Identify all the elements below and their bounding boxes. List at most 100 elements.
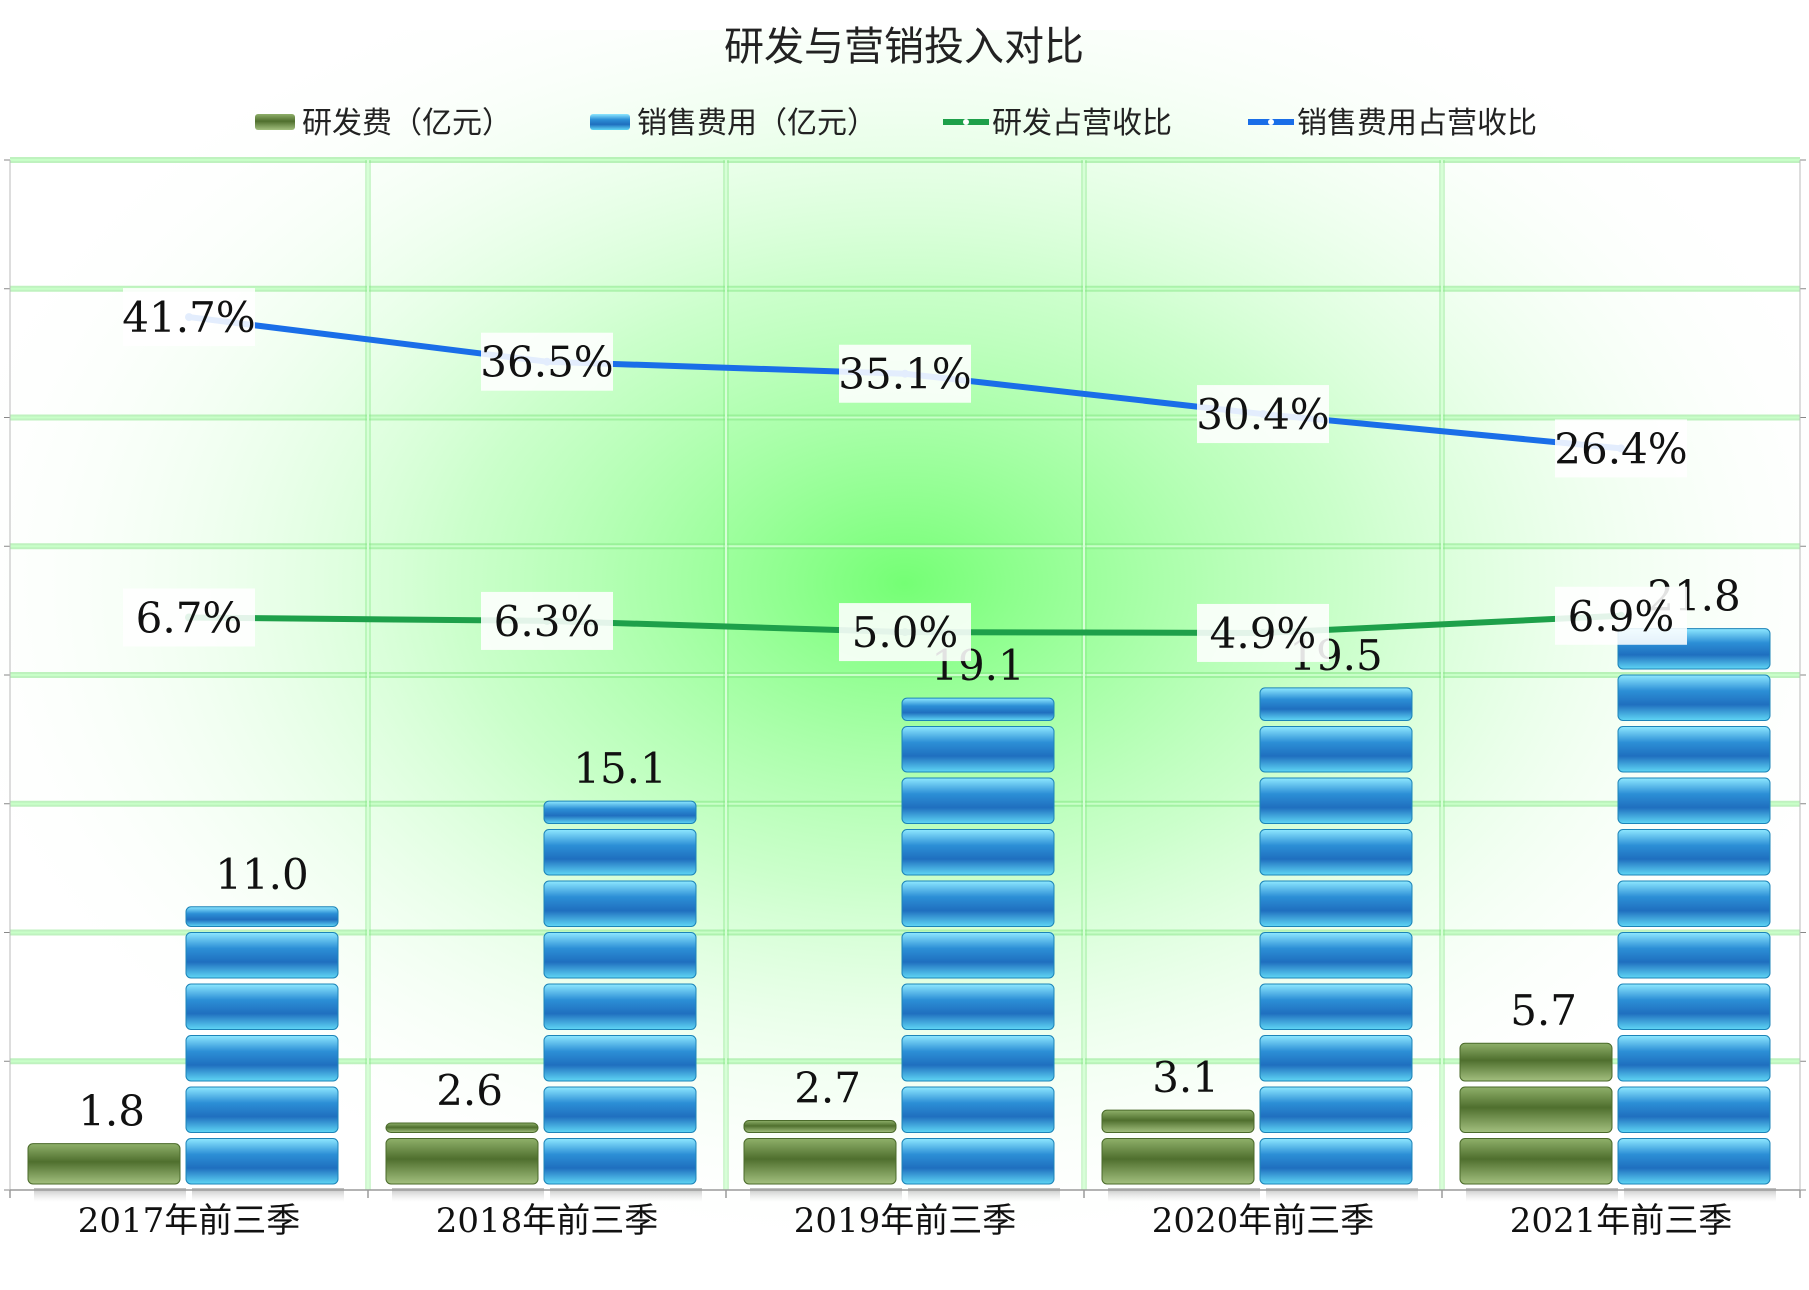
label-text: 6.3%	[494, 597, 601, 646]
bar-segment	[1617, 777, 1771, 824]
sales-bar-label: 11.0	[215, 850, 309, 899]
legend: 研发费（亿元） 销售费用（亿元） 研发占营收比 销售费用占营收比	[255, 106, 1537, 141]
rd-bar[interactable]	[1101, 1109, 1260, 1202]
sales-bar[interactable]	[185, 906, 344, 1202]
bar-segment	[1617, 1086, 1771, 1133]
bar-segment	[1259, 726, 1413, 773]
label-text: 36.5%	[480, 338, 613, 387]
bar-segment	[743, 1119, 897, 1133]
bar-segment	[1617, 829, 1771, 876]
legend-item[interactable]: 研发费（亿元）	[255, 106, 512, 141]
bar-segment	[185, 932, 339, 979]
x-tick-label: 2019年前三季	[794, 1201, 1017, 1241]
rd-bar-label: 1.8	[78, 1087, 145, 1136]
bar-segment	[901, 1086, 1055, 1133]
sales-bar-label: 15.1	[573, 744, 667, 793]
x-tick-label: 2020年前三季	[1152, 1201, 1375, 1241]
label-box	[481, 332, 613, 391]
rd-bar[interactable]	[1459, 1042, 1618, 1202]
bar-segment	[1459, 1138, 1613, 1185]
legend-swatch	[590, 114, 630, 130]
label-box	[481, 591, 613, 650]
label-box	[123, 588, 255, 647]
bar-segment	[1459, 1086, 1613, 1133]
rd-bar[interactable]	[743, 1119, 902, 1202]
bar-segment	[1617, 1138, 1771, 1185]
bar-segment	[1101, 1109, 1255, 1134]
bar-segment	[1259, 687, 1413, 721]
bar-segment	[901, 932, 1055, 979]
bar-segment	[543, 1138, 697, 1185]
sales-ratio-label: 35.1%	[838, 344, 972, 403]
bar-segment	[185, 906, 339, 927]
legend-label: 研发费（亿元）	[302, 106, 512, 141]
bar-segment	[543, 1035, 697, 1082]
rd-bar-label: 2.6	[436, 1066, 503, 1115]
label-text: 41.7%	[122, 293, 255, 342]
rd-bar[interactable]	[385, 1122, 544, 1202]
rd-bar[interactable]	[27, 1143, 186, 1202]
bar-segment	[1259, 932, 1413, 979]
sales-bar[interactable]	[1617, 628, 1776, 1202]
sales-bar[interactable]	[1259, 687, 1418, 1202]
x-tick-label: 2018年前三季	[436, 1201, 659, 1241]
bar-segment	[1617, 932, 1771, 979]
bar-shadow	[392, 1188, 544, 1202]
bar-segment	[901, 1138, 1055, 1185]
bar-segment	[1259, 1035, 1413, 1082]
legend-item[interactable]: 销售费用占营收比	[1248, 106, 1537, 141]
bar-segment	[1617, 880, 1771, 927]
legend-marker	[963, 119, 969, 125]
sales-bar[interactable]	[543, 800, 702, 1202]
bar-segment	[185, 983, 339, 1030]
rd-ratio-label: 4.9%	[1197, 603, 1329, 662]
bar-segment	[543, 800, 697, 824]
label-text: 26.4%	[1554, 424, 1687, 473]
bar-shadow	[192, 1188, 344, 1202]
bar-segment	[543, 829, 697, 876]
legend-label: 研发占营收比	[992, 106, 1172, 141]
legend-item[interactable]: 销售费用（亿元）	[590, 106, 877, 141]
bar-segment	[1259, 880, 1413, 927]
bar-segment	[543, 983, 697, 1030]
bar-segment	[1259, 983, 1413, 1030]
label-box	[1555, 586, 1687, 645]
bar-segment	[901, 880, 1055, 927]
bar-segment	[185, 1138, 339, 1185]
bar-segment	[1617, 983, 1771, 1030]
label-text: 5.0%	[852, 608, 959, 657]
label-box	[839, 603, 971, 662]
bar-shadow	[1266, 1188, 1418, 1202]
label-text: 6.7%	[136, 593, 243, 642]
bar-segment	[1617, 726, 1771, 773]
legend-swatch	[255, 114, 295, 130]
label-text: 4.9%	[1210, 609, 1317, 658]
bar-segment	[1259, 1086, 1413, 1133]
label-text: 6.9%	[1568, 592, 1675, 641]
bar-segment	[385, 1122, 539, 1134]
label-text: 30.4%	[1196, 390, 1329, 439]
bars	[27, 628, 1776, 1202]
bar-segment	[901, 829, 1055, 876]
label-text: 35.1%	[838, 350, 971, 399]
rd-ratio-label: 6.3%	[481, 591, 613, 650]
sales-ratio-label: 36.5%	[480, 332, 614, 391]
bar-shadow	[1108, 1188, 1260, 1202]
bar-shadow	[908, 1188, 1060, 1202]
bar-segment	[1259, 829, 1413, 876]
bar-segment	[1259, 1138, 1413, 1185]
sales-bar[interactable]	[901, 697, 1060, 1202]
bar-segment	[901, 1035, 1055, 1082]
rd-ratio-label: 5.0%	[839, 603, 971, 662]
bar-segment	[1101, 1138, 1255, 1185]
x-tick-label: 2021年前三季	[1510, 1201, 1733, 1241]
bar-segment	[543, 1086, 697, 1133]
legend-label: 销售费用占营收比	[1297, 106, 1537, 141]
bar-segment	[543, 880, 697, 927]
bar-segment	[1617, 674, 1771, 721]
bar-segment	[901, 983, 1055, 1030]
bar-segment	[1459, 1042, 1613, 1082]
legend-item[interactable]: 研发占营收比	[943, 106, 1172, 141]
bar-segment	[901, 777, 1055, 824]
